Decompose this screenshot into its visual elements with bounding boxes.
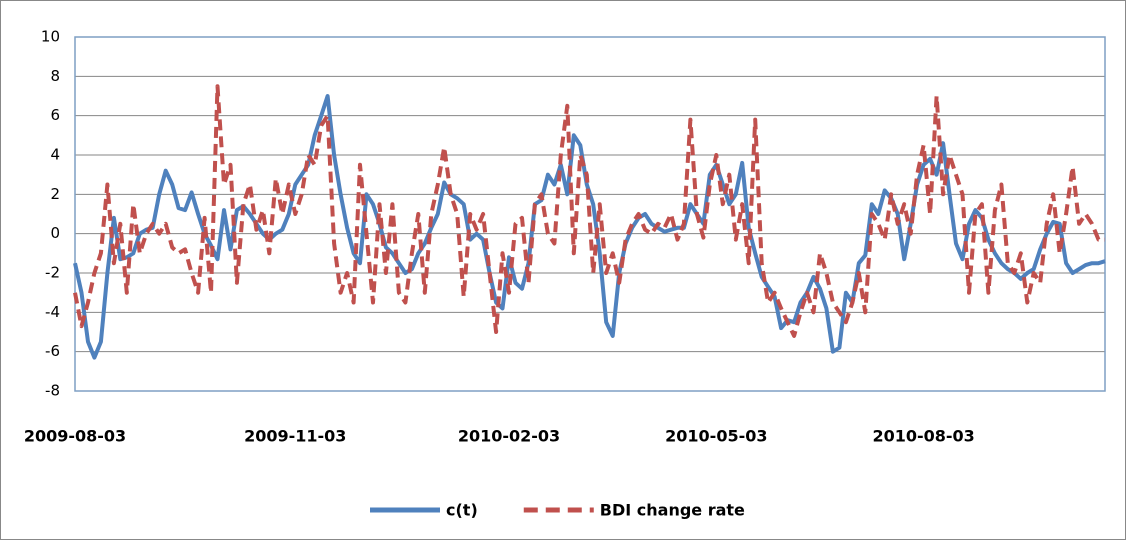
y-tick-label: -4 bbox=[45, 303, 60, 321]
y-tick-label: 0 bbox=[50, 224, 60, 242]
x-tick-label: 2010-05-03 bbox=[665, 427, 767, 446]
y-tick-label: 8 bbox=[50, 67, 60, 85]
y-tick-label: 2 bbox=[50, 185, 60, 203]
x-tick-label: 2009-11-03 bbox=[244, 427, 346, 446]
y-tick-label: -6 bbox=[45, 342, 60, 360]
y-tick-label: -2 bbox=[45, 264, 60, 282]
y-tick-label: -8 bbox=[45, 382, 60, 400]
legend-label: BDI change rate bbox=[600, 501, 745, 520]
y-tick-label: 6 bbox=[50, 106, 60, 124]
plot-border bbox=[74, 36, 1106, 392]
legend-label: c(t) bbox=[446, 501, 478, 520]
x-tick-label: 2010-02-03 bbox=[458, 427, 560, 446]
y-tick-label: 4 bbox=[50, 146, 60, 164]
x-tick-label: 2010-08-03 bbox=[872, 427, 974, 446]
x-tick-label: 2009-08-03 bbox=[24, 427, 126, 446]
series-line bbox=[73, 84, 1105, 338]
y-tick-label: 10 bbox=[41, 28, 60, 46]
